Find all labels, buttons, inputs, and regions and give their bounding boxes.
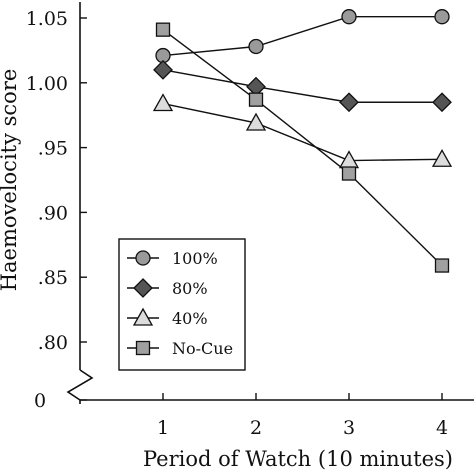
data-point-40-pct xyxy=(245,112,267,131)
y-tick-label: 1.00 xyxy=(26,73,68,95)
legend-marker xyxy=(135,250,151,266)
x-tick-label: 2 xyxy=(250,417,262,439)
y-axis-title: Haemovelocity score xyxy=(0,69,21,292)
y-tick-label-zero: 0 xyxy=(34,390,46,412)
legend-label: No-Cue xyxy=(172,339,233,358)
series-line-100-pct xyxy=(162,16,442,57)
legend-marker xyxy=(133,278,153,298)
data-point-40-pct xyxy=(338,150,360,169)
data-point-80-pct xyxy=(339,92,359,113)
data-point-80-pct xyxy=(153,59,173,80)
series-line-80-pct xyxy=(162,69,442,103)
y-tick-label: .85 xyxy=(38,267,68,289)
data-point-no-cue xyxy=(341,166,357,181)
x-tick-label: 1 xyxy=(157,417,169,439)
legend-marker xyxy=(132,307,154,326)
y-tick-label: .90 xyxy=(38,202,68,224)
series-line-40-pct xyxy=(162,102,443,162)
data-point-40-pct xyxy=(152,93,174,112)
x-tick-label: 3 xyxy=(343,417,355,439)
x-axis-title: Period of Watch (10 minutes) xyxy=(143,447,453,471)
data-point-100-pct xyxy=(434,9,450,25)
data-point-100-pct xyxy=(248,38,264,55)
data-point-no-cue xyxy=(248,92,264,107)
data-point-no-cue xyxy=(434,258,450,273)
data-point-no-cue xyxy=(155,22,171,37)
y-axis-break xyxy=(66,369,94,401)
y-tick-label: .80 xyxy=(38,332,68,354)
data-point-100-pct xyxy=(341,9,357,25)
series-line-no-cue xyxy=(162,29,443,267)
y-tick-label: 1.05 xyxy=(26,8,68,30)
data-point-40-pct xyxy=(431,148,453,167)
legend-label: 40% xyxy=(172,309,208,328)
legend-marker xyxy=(135,340,151,356)
legend-label: 100% xyxy=(172,249,218,268)
x-tick-label: 4 xyxy=(436,417,448,439)
data-point-80-pct xyxy=(432,92,452,113)
legend-label: 80% xyxy=(172,279,208,298)
y-tick-label: .95 xyxy=(38,138,68,160)
